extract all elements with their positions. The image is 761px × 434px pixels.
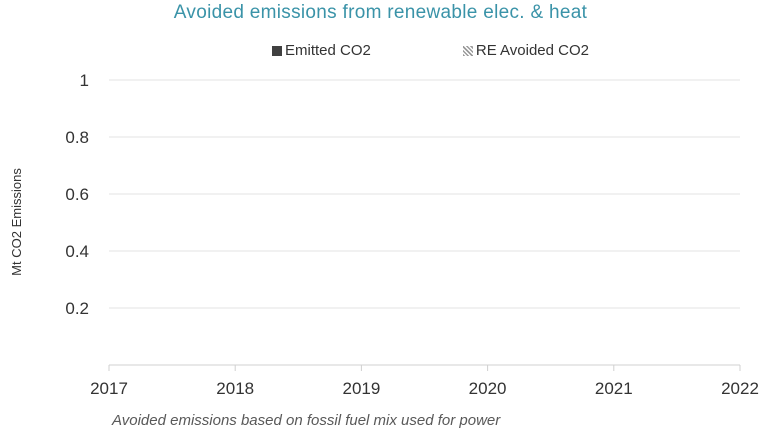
legend-label-emitted: Emitted CO2 bbox=[285, 42, 371, 59]
legend-item-emitted: Emitted CO2 bbox=[272, 42, 371, 59]
y-tick-label: 1 bbox=[80, 71, 89, 90]
legend-item-avoided: RE Avoided CO2 bbox=[462, 42, 589, 59]
x-tick-label: 2022 bbox=[721, 379, 759, 398]
chart-legend: Emitted CO2 RE Avoided CO2 bbox=[272, 42, 589, 59]
y-tick-label: 0.2 bbox=[65, 299, 89, 318]
x-tick-label: 2020 bbox=[469, 379, 507, 398]
x-tick-label: 2021 bbox=[595, 379, 633, 398]
x-tick-label: 2019 bbox=[342, 379, 380, 398]
x-tick-label: 2017 bbox=[90, 379, 128, 398]
chart-title: Avoided emissions from renewable elec. &… bbox=[173, 2, 588, 23]
legend-label-avoided: RE Avoided CO2 bbox=[475, 42, 589, 59]
legend-swatch-avoided bbox=[462, 45, 473, 56]
y-axis-label: Mt CO2 Emissions bbox=[9, 168, 24, 276]
y-axis-ticks: 0.2 0.4 0.6 0.8 1 bbox=[65, 71, 89, 318]
x-axis: 2017 2018 2019 2020 2021 2022 bbox=[90, 364, 759, 398]
y-tick-label: 0.4 bbox=[65, 242, 89, 261]
gridlines bbox=[109, 79, 740, 309]
x-tick-label: 2018 bbox=[216, 379, 254, 398]
legend-swatch-emitted bbox=[272, 45, 282, 56]
chart-footnote: Avoided emissions based on fossil fuel m… bbox=[112, 412, 501, 429]
y-tick-label: 0.6 bbox=[65, 185, 89, 204]
y-tick-label: 0.8 bbox=[65, 128, 89, 147]
